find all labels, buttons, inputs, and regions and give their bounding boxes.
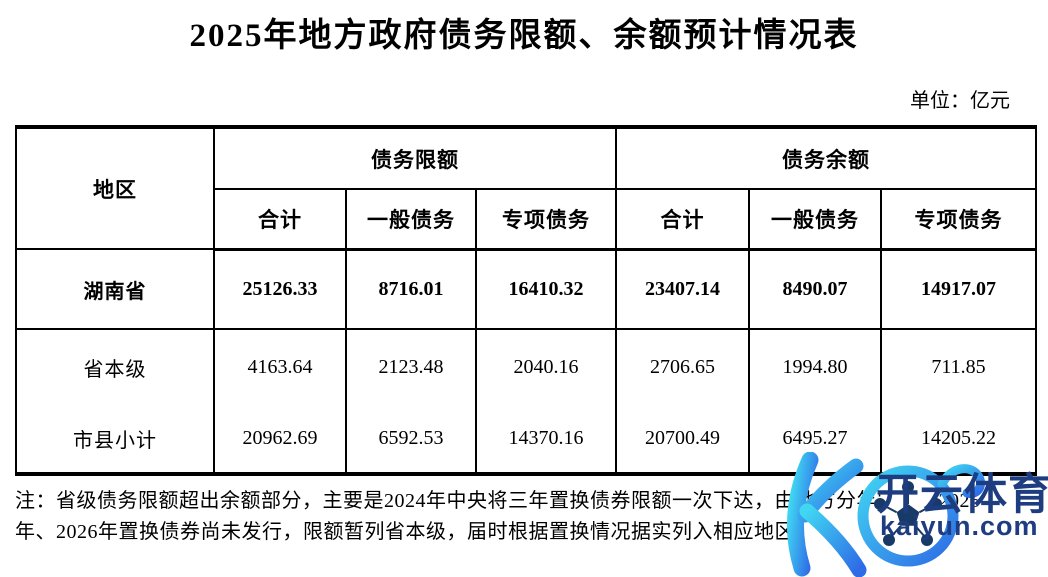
- header-debt-limit: 债务限额: [213, 126, 617, 190]
- cell-value: 6592.53: [345, 404, 477, 475]
- cell-value: 2706.65: [615, 328, 750, 404]
- header-balance-total: 合计: [615, 188, 750, 251]
- debt-table: 地区 债务限额 债务余额 合计 一般债务 专项债务 合计 一般债务 专项债务 湖…: [15, 125, 1037, 476]
- cell-value: 6495.27: [748, 404, 882, 475]
- header-region: 地区: [15, 126, 215, 250]
- cell-value: 711.85: [880, 328, 1037, 404]
- cell-value: 2040.16: [475, 328, 617, 404]
- header-limit-total: 合计: [213, 188, 347, 251]
- cell-value: 4163.64: [213, 328, 347, 404]
- table-header-row-subs: 合计 一般债务 专项债务 合计 一般债务 专项债务: [16, 188, 1037, 251]
- header-balance-general: 一般债务: [748, 188, 882, 251]
- cell-value: 14917.07: [880, 248, 1037, 330]
- page-title: 2025年地方政府债务限额、余额预计情况表: [189, 18, 859, 54]
- row-region: 湖南省: [15, 248, 215, 330]
- cell-value: 1994.80: [748, 328, 882, 404]
- cell-value: 20700.49: [615, 404, 750, 475]
- cell-value: 25126.33: [213, 248, 347, 330]
- document-page: { "title": "2025年地方政府债务限额、余额预计情况表", "uni…: [15, 18, 1048, 577]
- cell-value: 14205.22: [880, 404, 1037, 475]
- cell-value: 8490.07: [748, 248, 882, 330]
- cell-value: 20962.69: [213, 404, 347, 475]
- row-region: 省本级: [15, 328, 215, 404]
- footnote-line-2: 年、2026年置换债券尚未发行，限额暂列省本级，届时根据置换情况据实列入相应地区…: [15, 521, 816, 543]
- row-region: 市县小计: [15, 404, 215, 475]
- header-balance-special: 专项债务: [880, 188, 1037, 251]
- header-debt-balance: 债务余额: [615, 126, 1037, 190]
- cell-value: 2123.48: [345, 328, 477, 404]
- cell-value: 8716.01: [345, 248, 477, 330]
- header-limit-special: 专项债务: [475, 188, 617, 251]
- cell-value: 16410.32: [475, 248, 617, 330]
- table-header-row-groups: 地区 债务限额 债务余额: [15, 126, 1037, 250]
- table-row-city-county: 市县小计 20962.69 6592.53 14370.16 20700.49 …: [15, 404, 1037, 475]
- unit-label: 单位：亿元: [910, 90, 1010, 112]
- cell-value: 14370.16: [475, 404, 617, 475]
- header-limit-general: 一般债务: [345, 188, 477, 251]
- footnote-line-1: 注：省级债务限额超出余额部分，主要是2024年中央将三年置换债券限额一次下达，由…: [15, 490, 981, 512]
- table-row-hunan: 湖南省 25126.33 8716.01 16410.32 23407.14 8…: [15, 248, 1037, 330]
- cell-value: 23407.14: [615, 248, 750, 330]
- table-row-provincial: 省本级 4163.64 2123.48 2040.16 2706.65 1994…: [15, 328, 1037, 404]
- footnote: 注：省级债务限额超出余额部分，主要是2024年中央将三年置换债券限额一次下达，由…: [15, 486, 1048, 548]
